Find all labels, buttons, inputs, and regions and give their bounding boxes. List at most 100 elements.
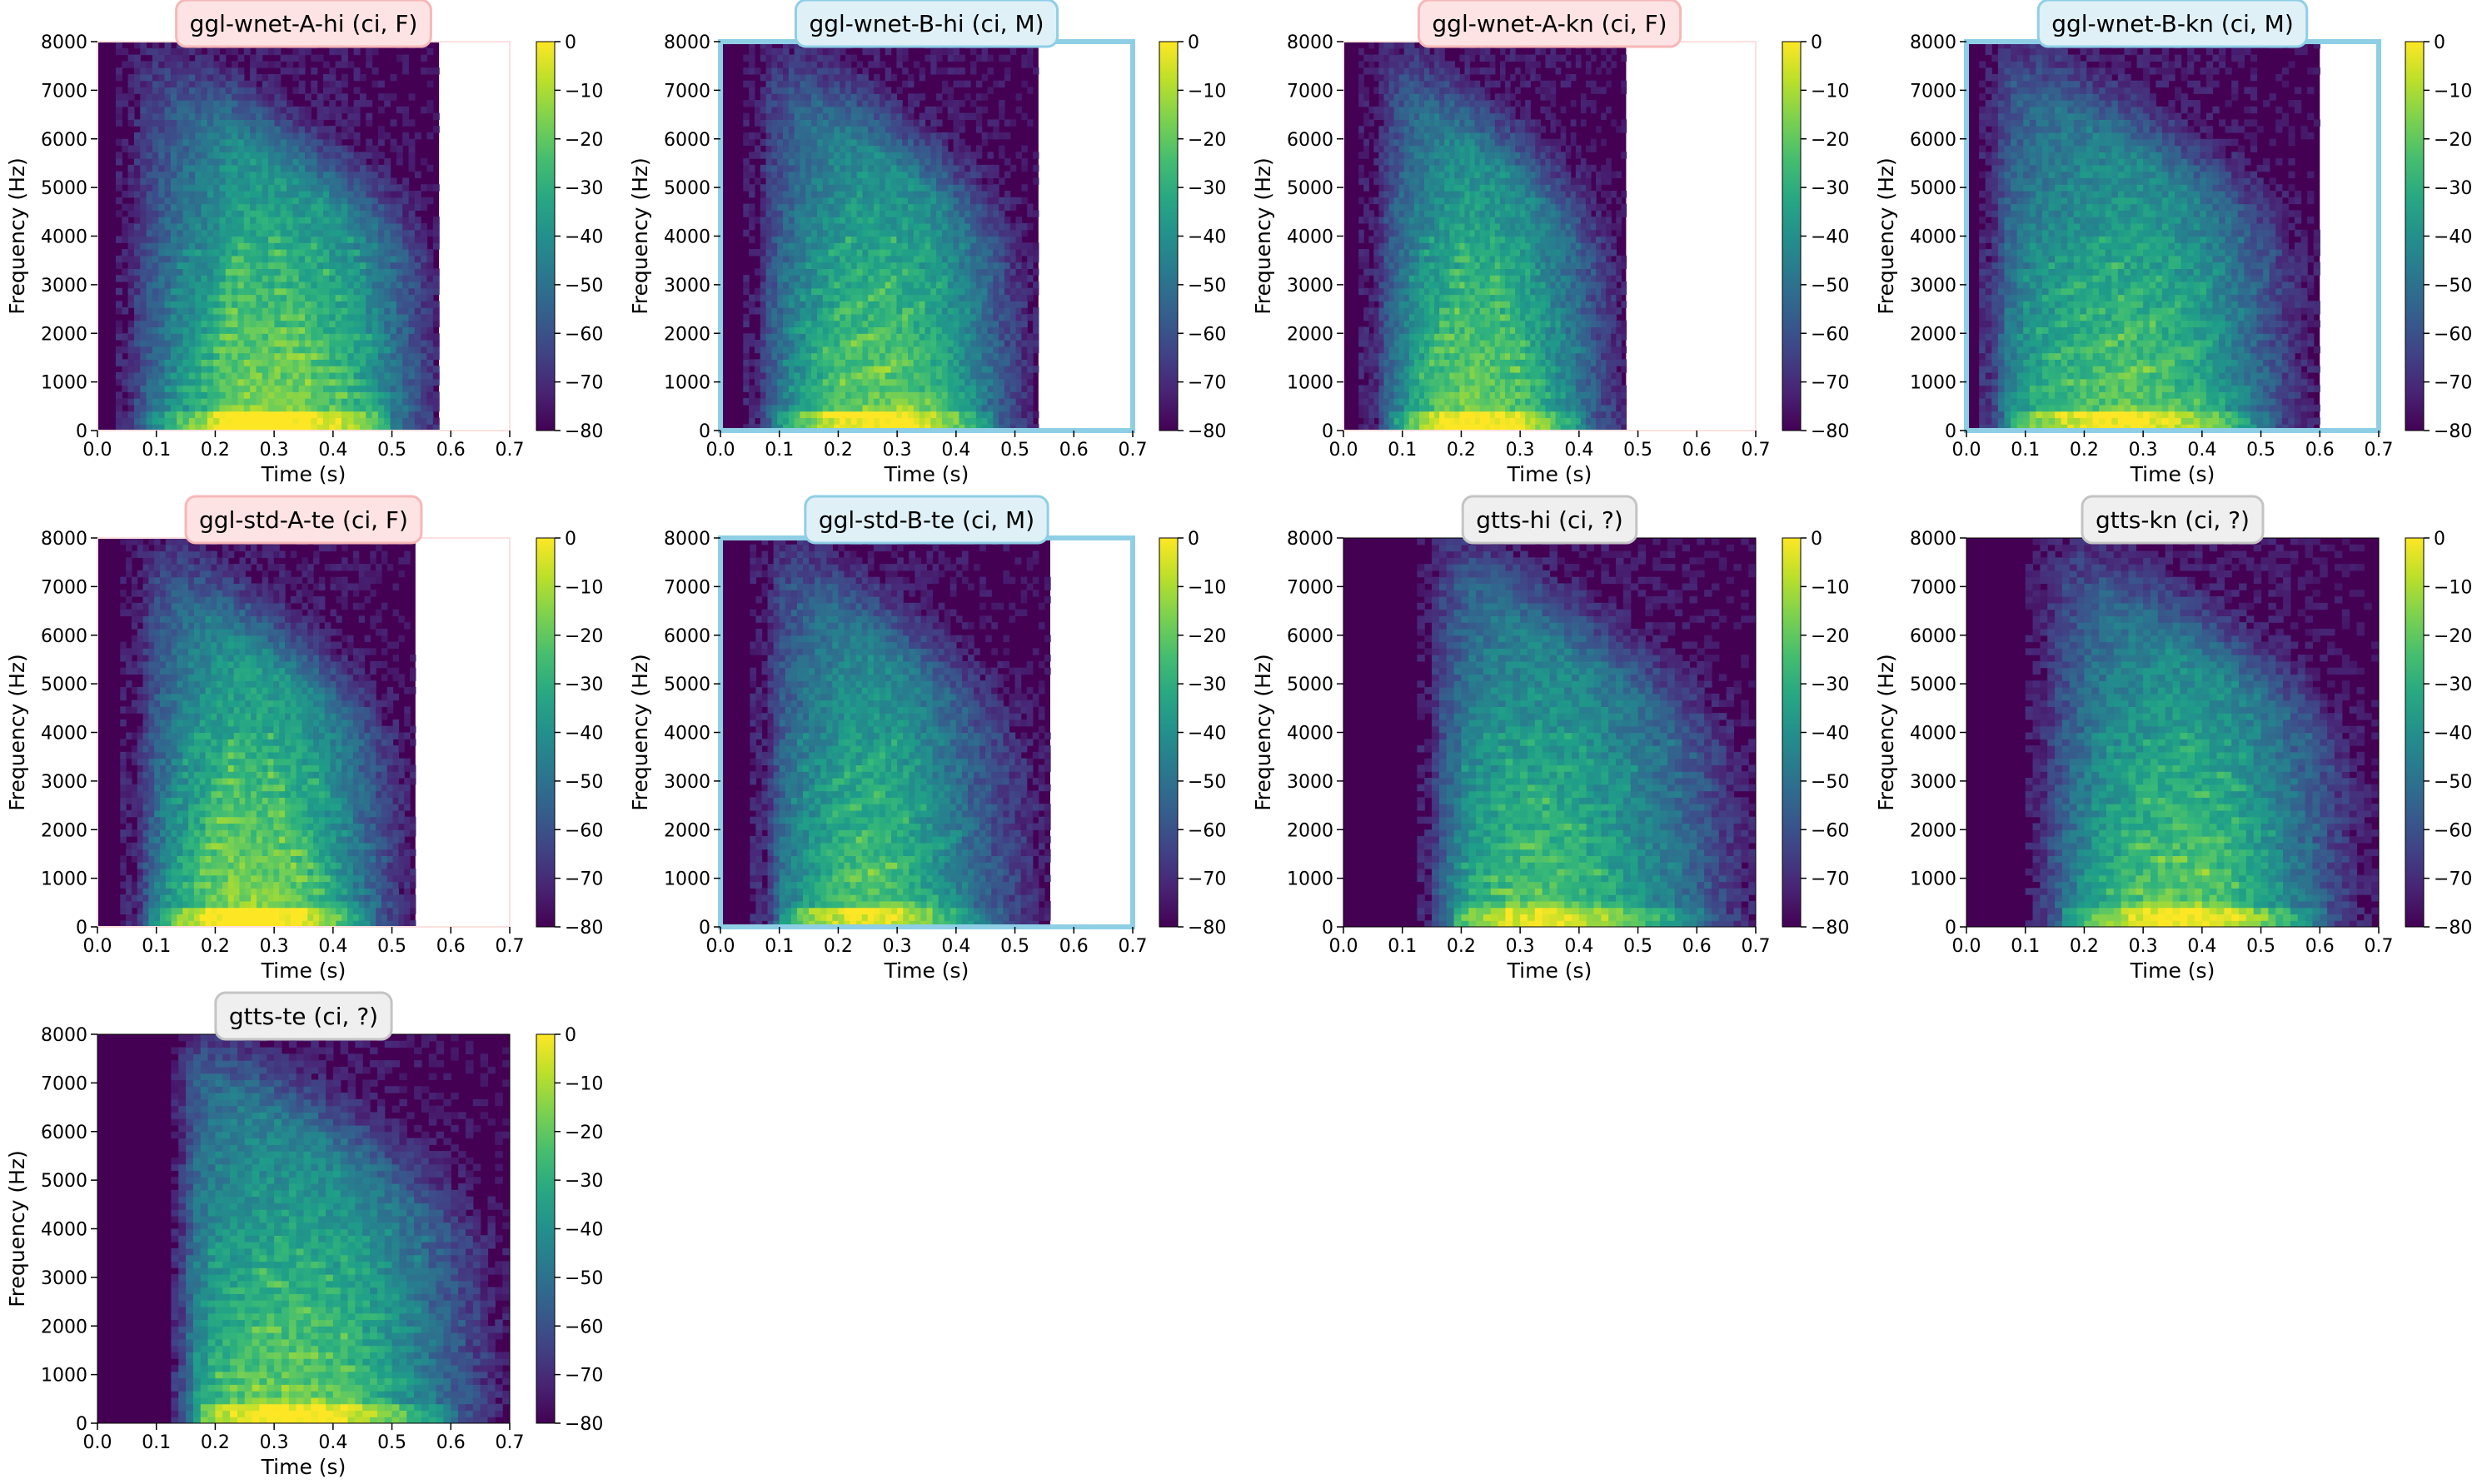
spectrogram-cell [874, 132, 880, 140]
spectrogram-cell [213, 249, 221, 256]
spectrogram-cell [280, 229, 287, 237]
spectrogram-cell [414, 378, 421, 386]
spectrogram-cell [834, 287, 840, 296]
spectrogram-cell [287, 112, 293, 120]
spectrogram-cell [936, 320, 943, 328]
spectrogram-cell [140, 87, 147, 94]
spectrogram-cell [292, 404, 300, 412]
spectrogram-cell [760, 138, 767, 147]
spectrogram-cell [828, 424, 835, 431]
spectrogram-cell [919, 294, 926, 301]
spectrogram-cell [800, 385, 806, 392]
spectrogram-cell [213, 371, 221, 380]
spectrogram-cell [298, 152, 306, 159]
spectrogram-cell [140, 340, 147, 347]
spectrogram-cell [964, 313, 971, 321]
spectrogram-cell [930, 242, 937, 250]
spectrogram-cell [811, 158, 818, 166]
spectrogram-cell [850, 385, 858, 392]
spectrogram-cell [262, 249, 269, 256]
spectrogram-cell [280, 333, 287, 341]
spectrogram-cell [201, 217, 208, 224]
spectrogram-cell [771, 171, 778, 179]
spectrogram-cell [115, 417, 122, 425]
spectrogram-cell [788, 152, 795, 159]
spectrogram-cell [371, 417, 379, 425]
spectrogram-cell [311, 145, 318, 152]
spectrogram-cell [840, 249, 846, 256]
spectrogram-cell [765, 411, 772, 419]
spectrogram-cell [201, 229, 208, 237]
spectrogram-cell [743, 164, 750, 172]
spectrogram-cell [828, 320, 835, 328]
spectrogram-cell [919, 385, 926, 392]
spectrogram-cell [188, 197, 196, 205]
spectrogram-cell [122, 417, 129, 425]
spectrogram-cell [146, 404, 153, 412]
spectrogram-cell [280, 87, 287, 94]
spectrogram-cell [402, 385, 410, 392]
spectrogram-cell [182, 210, 190, 217]
spectrogram-cell [262, 236, 269, 243]
spectrogram-cell [243, 255, 251, 263]
y-tick-label: 1000 [41, 373, 87, 394]
spectrogram-cell [811, 366, 818, 373]
spectrogram-cell [840, 333, 846, 341]
spectrogram-cell [329, 294, 336, 301]
spectrogram-cell [879, 326, 886, 334]
spectrogram-cell [322, 164, 330, 172]
spectrogram-cell [941, 177, 949, 185]
spectrogram-cell [811, 203, 818, 211]
spectrogram-cell [115, 119, 122, 127]
spectrogram-cell [305, 236, 311, 243]
spectrogram-cell [341, 106, 348, 114]
spectrogram-cell [213, 255, 221, 263]
spectrogram-cell [232, 73, 239, 82]
spectrogram-cell [868, 106, 875, 114]
spectrogram-cell [287, 229, 293, 237]
spectrogram-cell [777, 294, 784, 301]
spectrogram-cell [947, 404, 954, 412]
spectrogram-cell [219, 164, 227, 172]
spectrogram-cell [868, 424, 875, 431]
spectrogram-cell [322, 171, 330, 179]
spectrogram-cell [930, 385, 937, 392]
spectrogram-cell [377, 307, 385, 315]
spectrogram-cell [177, 366, 184, 373]
spectrogram-cell [377, 249, 385, 256]
spectrogram-cell [947, 164, 954, 172]
spectrogram-cell [947, 93, 954, 101]
spectrogram-cell [268, 287, 275, 296]
spectrogram-cell [316, 249, 324, 256]
spectrogram-cell [353, 47, 361, 56]
spectrogram-cell [237, 242, 245, 250]
spectrogram-cell [908, 152, 915, 159]
spectrogram-cell [335, 333, 342, 341]
spectrogram-cell [805, 378, 812, 386]
spectrogram-cell [890, 203, 897, 211]
spectrogram-cell [816, 67, 824, 75]
spectrogram-cell [816, 366, 824, 373]
spectrogram-cell [359, 268, 366, 276]
spectrogram-cell [959, 164, 965, 172]
spectrogram-cell [964, 391, 971, 399]
spectrogram-cell [292, 152, 300, 159]
spectrogram-cell [353, 249, 361, 256]
spectrogram-cell [158, 320, 166, 328]
spectrogram-cell [840, 287, 846, 296]
spectrogram-cell [353, 119, 361, 127]
spectrogram-cell [771, 119, 778, 127]
spectrogram-cell [783, 138, 790, 147]
spectrogram-cell [850, 301, 858, 308]
spectrogram-cell [225, 404, 232, 412]
spectrogram-cell [874, 164, 880, 172]
spectrogram-cell [850, 371, 858, 380]
spectrogram-cell [408, 385, 416, 392]
spectrogram-cell [201, 287, 208, 296]
spectrogram-cell [250, 87, 257, 94]
spectrogram-cell [421, 391, 428, 399]
spectrogram-cell [834, 261, 840, 270]
spectrogram-cell [805, 398, 812, 406]
spectrogram-cell [794, 54, 801, 62]
spectrogram-cell [828, 47, 835, 56]
